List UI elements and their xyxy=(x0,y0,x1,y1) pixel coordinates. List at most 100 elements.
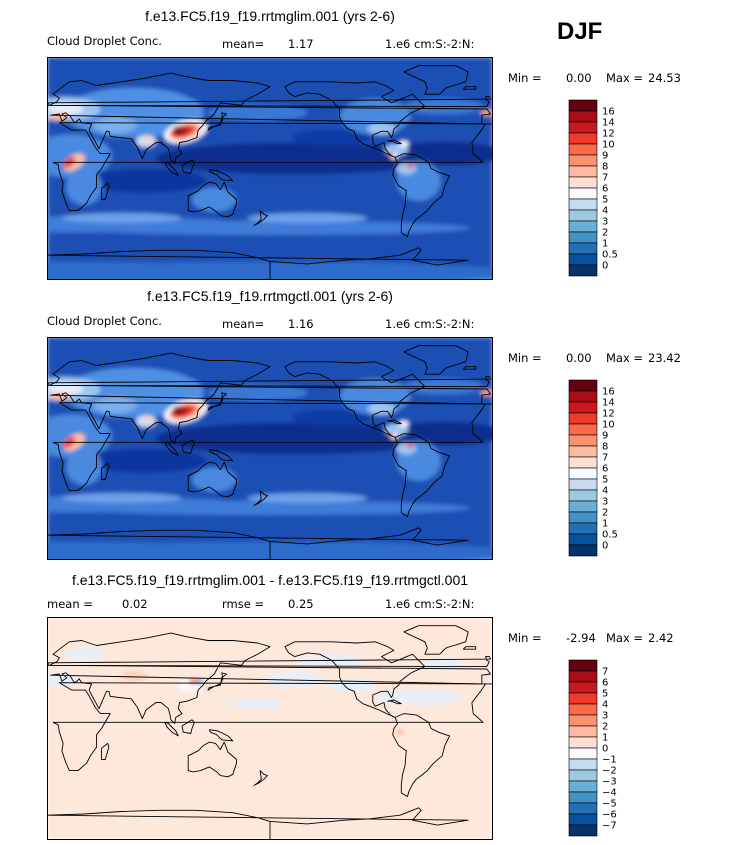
colorbar-swatch xyxy=(568,242,598,255)
field-contour xyxy=(264,670,325,687)
field-contour xyxy=(173,126,182,132)
colorbar-swatch xyxy=(568,681,598,694)
coastline-sumatra xyxy=(164,441,179,457)
colorbar-tick-label: 3 xyxy=(602,217,608,228)
coastline-cuba xyxy=(387,139,402,145)
min-value: 0.00 xyxy=(566,351,592,365)
field-contour xyxy=(47,103,84,116)
data-field xyxy=(47,337,493,560)
colorbar-tick-label: 10 xyxy=(602,420,615,431)
field-contour xyxy=(47,383,84,396)
field-contour xyxy=(423,658,464,671)
colorbar-swatch xyxy=(568,813,598,826)
colorbar-swatch xyxy=(568,703,598,716)
coastline-africa xyxy=(52,402,493,492)
max-label: Max = xyxy=(606,71,644,85)
data-field xyxy=(47,57,493,280)
colorbar-tick-label: 2 xyxy=(602,228,608,239)
coastline-antarctica xyxy=(47,807,469,840)
colorbar-swatch xyxy=(568,143,598,156)
colorbar-tick-label: 10 xyxy=(602,140,615,151)
colorbar-tick-label: −5 xyxy=(602,799,617,810)
colorbar-tick-label: 4 xyxy=(602,206,608,217)
field-contour xyxy=(173,406,182,412)
min-label: Min = xyxy=(508,631,542,645)
min-value: 0.00 xyxy=(566,71,592,85)
colorbar-swatch xyxy=(568,511,598,524)
field-contour xyxy=(367,122,396,135)
map-control xyxy=(47,337,493,560)
colorbar-swatch xyxy=(568,736,598,749)
map-limited xyxy=(47,57,493,280)
colorbar-swatch xyxy=(568,522,598,535)
field-contour xyxy=(383,421,493,446)
colorbar-tick-label: 9 xyxy=(602,151,608,162)
colorbar-tick-label: 9 xyxy=(602,431,608,442)
map-frame xyxy=(47,57,493,280)
field-contour xyxy=(398,140,409,147)
field-contour xyxy=(154,422,435,455)
colorbar-tick-label: −6 xyxy=(602,810,617,821)
field-contour xyxy=(396,729,405,736)
colorbar-tick-label: 0 xyxy=(602,744,608,755)
colorbar-tick-label: 1 xyxy=(602,733,608,744)
colorbar-tick-label: 3 xyxy=(602,711,608,722)
units-label: 1.e6 cm:S:-2:N: xyxy=(385,37,475,51)
colorbar-swatch xyxy=(568,434,598,447)
field-contour xyxy=(143,415,154,422)
colorbar-swatch xyxy=(568,132,598,145)
coastline-eurasia1 xyxy=(49,72,491,164)
colorbar-swatch xyxy=(568,187,598,200)
coastline-northam xyxy=(284,361,426,438)
field-contour xyxy=(70,220,470,235)
coastline-uk xyxy=(47,96,491,108)
coastline-greenland xyxy=(403,345,469,375)
coastline-borneo xyxy=(181,439,195,454)
coastlines xyxy=(47,625,493,840)
field-contour xyxy=(367,402,396,415)
coastline-iceland xyxy=(462,86,477,90)
colorbar-swatch xyxy=(568,714,598,727)
colorbar-swatch xyxy=(568,99,598,112)
panel-title: f.e13.FC5.f19_f19.rrtmglim.001 - f.e13.F… xyxy=(71,572,469,588)
rmse-label: rmse = xyxy=(222,597,265,611)
mean-label: mean= xyxy=(222,317,265,331)
colorbar-tick-label: −3 xyxy=(602,777,617,788)
colorbar-tick-label: 2 xyxy=(602,722,608,733)
colorbar-swatch xyxy=(568,401,598,414)
field-contour xyxy=(405,164,414,169)
colorbar-swatch xyxy=(568,489,598,502)
field-contour xyxy=(93,117,138,134)
colorbar-tick-label: 3 xyxy=(602,497,608,508)
coastline-northam xyxy=(284,81,426,158)
field-contour xyxy=(64,648,105,661)
field-contour xyxy=(93,397,138,414)
min-value: -2.94 xyxy=(566,631,596,645)
field-contour xyxy=(66,449,103,486)
max-label: Max = xyxy=(606,631,644,645)
coastline-southam xyxy=(392,713,451,798)
coastline-madagascar xyxy=(101,182,110,200)
colorbar-swatch xyxy=(568,780,598,793)
colorbar-tick-label: 6 xyxy=(602,678,608,689)
coastline-greenland xyxy=(403,65,469,95)
mean-value: 0.02 xyxy=(122,597,148,611)
colorbar-swatch xyxy=(568,725,598,738)
coastline-newzealand xyxy=(253,490,268,506)
colorbar-swatch xyxy=(568,231,598,244)
coastline-northam xyxy=(284,641,426,718)
max-label: Max = xyxy=(606,351,644,365)
colorbar-tick-label: 7 xyxy=(602,667,608,678)
coastlines xyxy=(47,345,493,560)
coastline-greenland xyxy=(403,625,469,655)
colorbar-tick-label: −1 xyxy=(602,755,617,766)
map-svg xyxy=(47,337,493,560)
field-contour xyxy=(86,448,207,473)
coastline-madagascar xyxy=(101,462,110,480)
mean-value: 1.16 xyxy=(288,317,314,331)
panel-title: f.e13.FC5.f19_f19.rrtmglim.001 (yrs 2-6) xyxy=(145,8,395,24)
field-contour xyxy=(66,169,103,206)
colorbar-tick-label: 8 xyxy=(602,162,608,173)
coastline-australia xyxy=(187,181,237,218)
colorbar-tick-label: 16 xyxy=(602,387,615,398)
